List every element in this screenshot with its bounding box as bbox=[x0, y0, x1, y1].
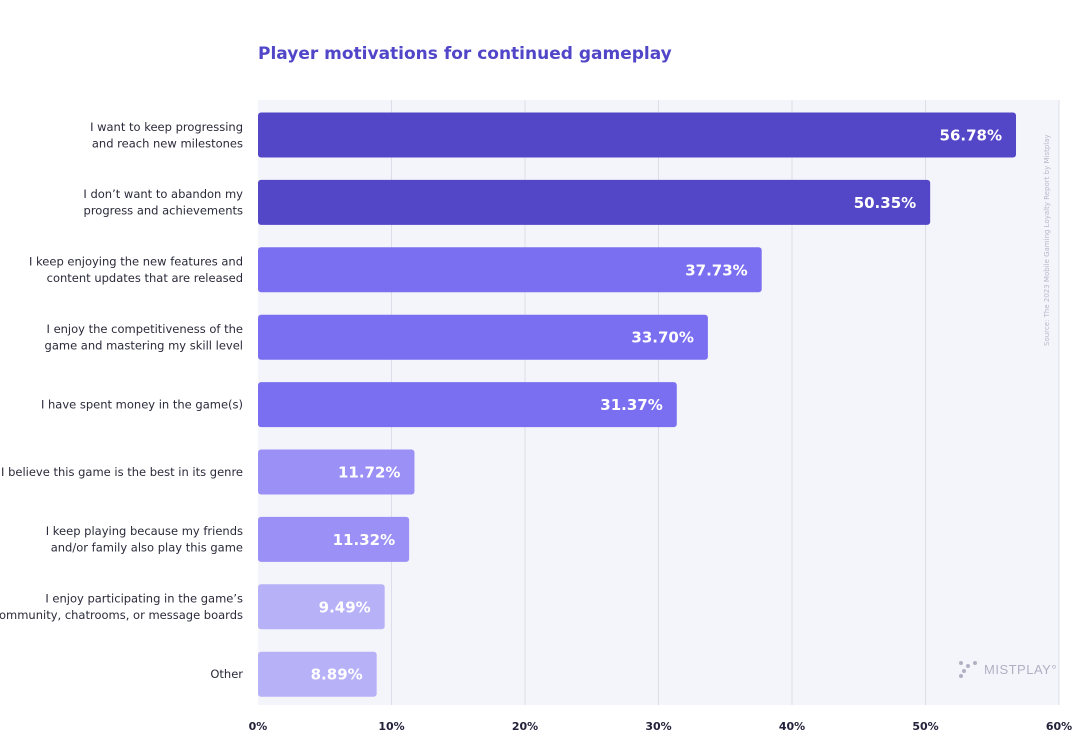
category-label: I keep enjoying the new features and cont… bbox=[29, 255, 243, 286]
x-tick-labels: 0% 10% 20% 30% 40% 50% 60% bbox=[249, 720, 1073, 733]
category-label-line: I don’t want to abandon my bbox=[83, 187, 243, 201]
x-tick-label: 20% bbox=[512, 720, 538, 733]
category-label: I want to keep progressing and reach new … bbox=[90, 120, 243, 151]
category-label-line: I enjoy the competitiveness of the bbox=[47, 322, 243, 336]
category-labels: I want to keep progressing and reach new … bbox=[0, 120, 243, 681]
category-label: I believe this game is the best in its g… bbox=[1, 465, 243, 479]
bar bbox=[258, 449, 415, 495]
category-label-line: Other bbox=[210, 667, 243, 681]
category-label-line: I have spent money in the game(s) bbox=[41, 398, 243, 412]
bar bbox=[258, 247, 762, 293]
category-label-line: I keep playing because my friends bbox=[46, 524, 243, 538]
bar-value-label: 11.72% bbox=[338, 464, 400, 482]
category-label: I enjoy the competitiveness of the game a… bbox=[45, 322, 243, 353]
category-label-line: content updates that are released bbox=[47, 271, 243, 285]
x-tick-label: 30% bbox=[645, 720, 671, 733]
bar-value-label: 9.49% bbox=[319, 598, 371, 616]
bars: 56.78% 50.35% 37.73% 33.70% 31.37% 11.72% 11.3… bbox=[258, 112, 1017, 697]
bar-value-label: 11.32% bbox=[333, 531, 395, 549]
category-label-line: I keep enjoying the new features and bbox=[29, 255, 243, 269]
category-label-line: and/or family also play this game bbox=[51, 541, 243, 555]
bar bbox=[258, 314, 708, 360]
bar-value-label: 33.70% bbox=[631, 329, 693, 347]
x-tick-label: 10% bbox=[378, 720, 404, 733]
category-label-line: progress and achievements bbox=[84, 204, 243, 218]
x-tick-label: 60% bbox=[1046, 720, 1072, 733]
bar-value-label: 56.78% bbox=[940, 127, 1002, 145]
category-label-line: and reach new milestones bbox=[92, 136, 243, 150]
bar-value-label: 50.35% bbox=[854, 194, 916, 212]
category-label: I keep playing because my friends and/or … bbox=[46, 524, 243, 555]
x-tick-label: 40% bbox=[779, 720, 805, 733]
bar bbox=[258, 179, 931, 225]
bar bbox=[258, 382, 677, 428]
category-label-line: game and mastering my skill level bbox=[45, 338, 243, 352]
category-label: I enjoy participating in the game’s commu… bbox=[0, 592, 243, 623]
category-label-line: community, chatrooms, or message boards bbox=[0, 608, 243, 622]
bar-value-label: 8.89% bbox=[311, 666, 363, 684]
logo-text: MISTPLAY° bbox=[984, 661, 1058, 677]
x-tick-label: 0% bbox=[249, 720, 268, 733]
category-label: I don’t want to abandon my progress and a… bbox=[83, 187, 243, 218]
bar-value-label: 31.37% bbox=[600, 396, 662, 414]
bar bbox=[258, 651, 377, 697]
mistplay-logo: MISTPLAY° bbox=[958, 660, 1057, 678]
mistplay-logo-icon bbox=[959, 661, 977, 678]
category-label: I have spent money in the game(s) bbox=[41, 398, 243, 412]
x-tick-label: 50% bbox=[912, 720, 938, 733]
bar bbox=[258, 584, 385, 630]
bar bbox=[258, 516, 410, 562]
bar bbox=[258, 112, 1017, 158]
bar-value-label: 37.73% bbox=[685, 261, 747, 279]
category-label-line: I want to keep progressing bbox=[90, 120, 243, 134]
category-label-line: I believe this game is the best in its g… bbox=[1, 465, 243, 479]
category-label-line: I enjoy participating in the game’s bbox=[45, 592, 243, 606]
chart-title: Player motivations for continued gamepla… bbox=[258, 44, 672, 64]
category-label: Other bbox=[210, 667, 243, 681]
source-note: Source: The 2023 Mobile Gaming Loyalty R… bbox=[1043, 134, 1051, 346]
